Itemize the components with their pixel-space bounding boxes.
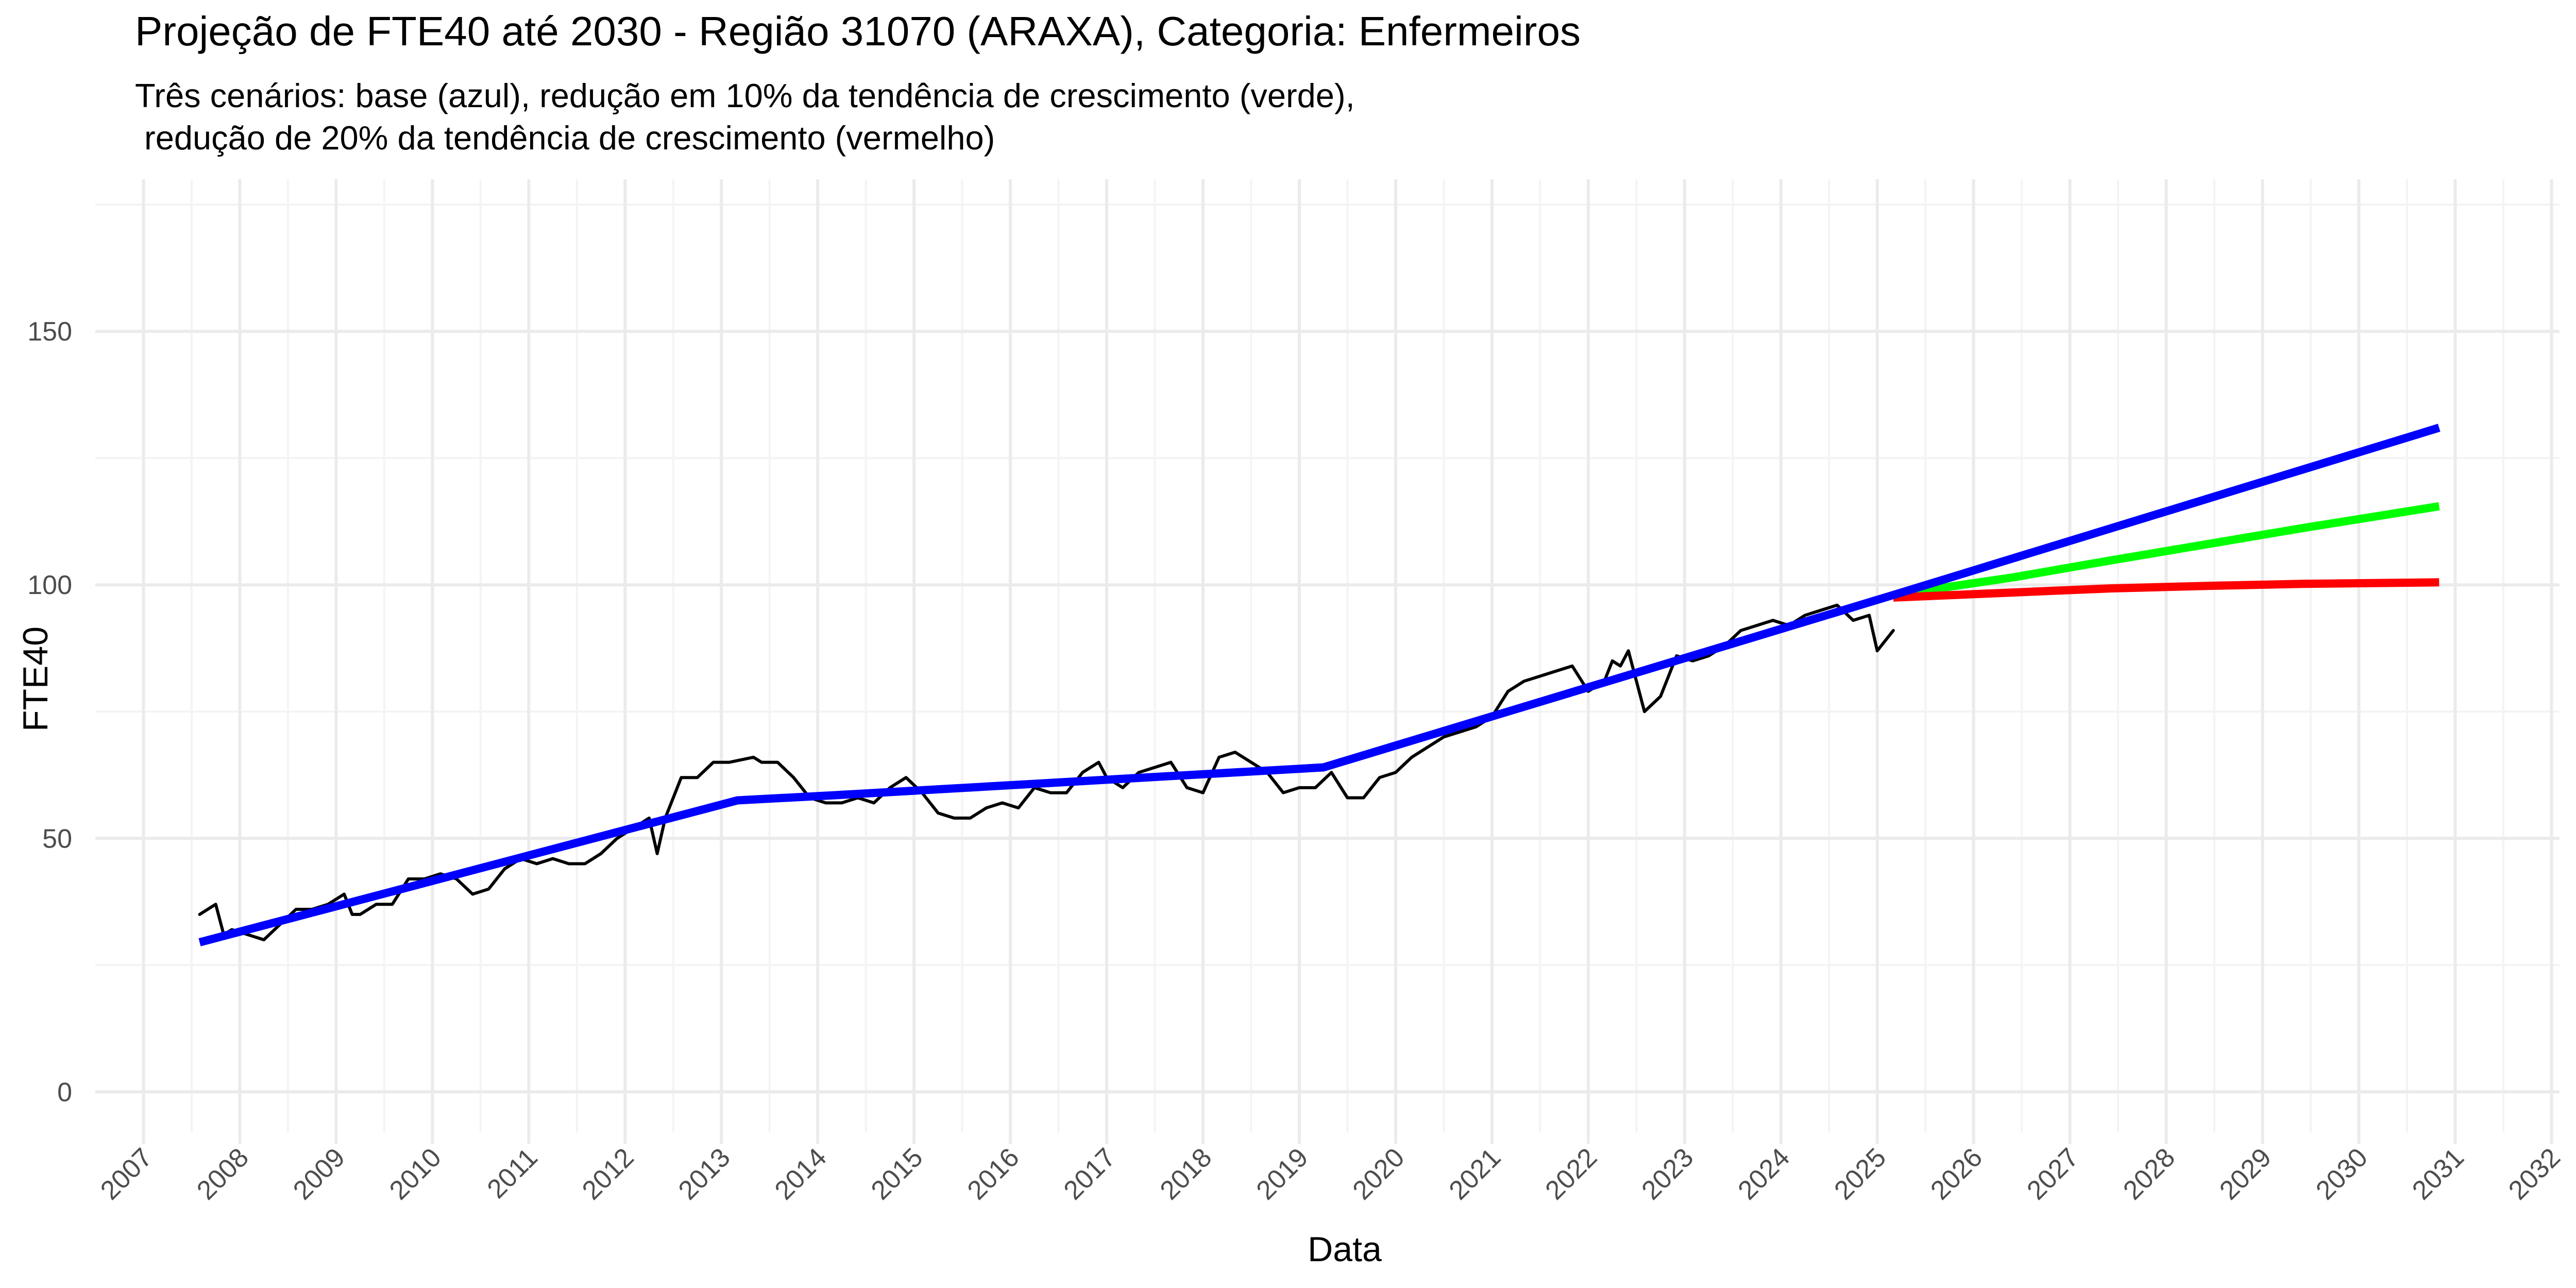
x-tick-label: 2030: [2310, 1142, 2374, 1206]
x-tick-label: 2012: [577, 1142, 640, 1206]
chart-subtitle-line-1: Três cenários: base (azul), redução em 1…: [135, 77, 1355, 114]
series-layer: [198, 423, 2441, 946]
x-tick-label: 2029: [2214, 1142, 2277, 1206]
x-tick-label: 2015: [866, 1142, 929, 1206]
x-tick-label: 2008: [191, 1142, 255, 1206]
x-tick-label: 2011: [482, 1142, 544, 1204]
x-tick-label: 2007: [95, 1142, 158, 1206]
series-line-base: [198, 423, 2441, 946]
x-tick-label: 2010: [384, 1142, 447, 1206]
grid: [95, 179, 2560, 1132]
series-line-green: [1892, 502, 2440, 599]
series-line-red: [1893, 578, 2439, 602]
x-tick-label: 2031: [2406, 1142, 2470, 1206]
x-tick-label: 2023: [1636, 1142, 1699, 1206]
chart-subtitle-line-2: redução de 20% da tendência de crescimen…: [135, 119, 995, 157]
x-axis-title: Data: [1308, 1230, 1382, 1269]
y-tick-label: 0: [57, 1077, 72, 1107]
x-tick-label: 2017: [1058, 1142, 1122, 1206]
y-tick-label: 150: [27, 317, 72, 347]
x-tick-label: 2019: [1251, 1142, 1314, 1206]
chart-title: Projeção de FTE40 até 2030 - Região 3107…: [135, 8, 1581, 54]
x-tick-label: 2014: [769, 1142, 833, 1206]
x-tick-label: 2032: [2503, 1142, 2566, 1206]
y-axis-title: FTE40: [16, 626, 55, 732]
y-tick-label: 100: [27, 570, 72, 600]
x-tick-label: 2013: [673, 1142, 736, 1206]
x-tick-label: 2028: [2117, 1142, 2181, 1206]
x-tick-label: 2022: [1540, 1142, 1603, 1206]
x-tick-label: 2009: [287, 1142, 351, 1206]
x-tick-label: 2025: [1828, 1142, 1892, 1206]
axes: 2007 2008 2009 2010 2011 2012 2013 2014 2015 2016…: [27, 317, 2566, 1206]
y-tick-label: 50: [42, 824, 72, 854]
x-tick-label: 2027: [2021, 1142, 2084, 1206]
series-line-observed: [198, 603, 1895, 942]
x-tick-label: 2026: [1925, 1142, 1988, 1206]
x-tick-label: 2018: [1155, 1142, 1218, 1206]
x-tick-label: 2020: [1347, 1142, 1411, 1206]
x-tick-label: 2016: [962, 1142, 1025, 1206]
x-tick-label: 2021: [1444, 1142, 1507, 1206]
x-tick-label: 2024: [1732, 1142, 1795, 1206]
